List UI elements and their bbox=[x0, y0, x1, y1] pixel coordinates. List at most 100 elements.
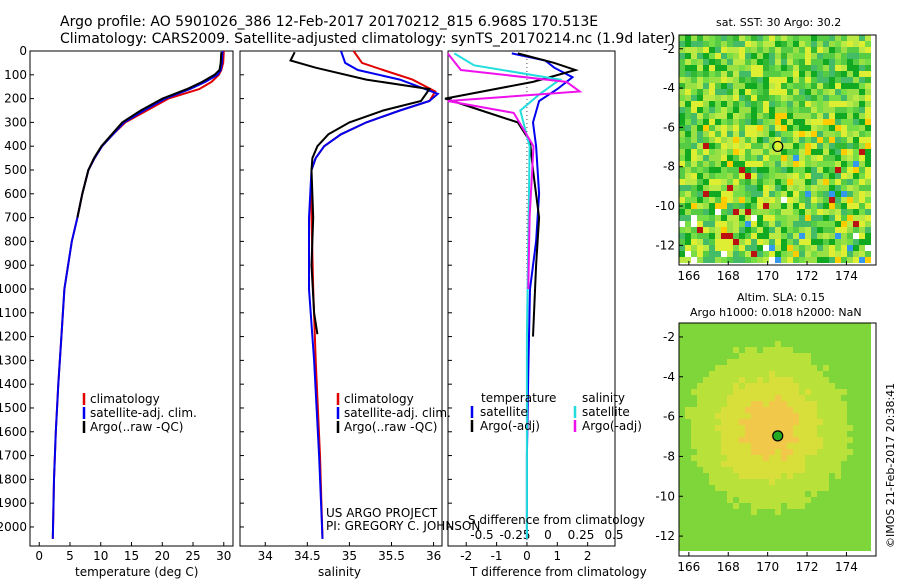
map-cell bbox=[691, 425, 697, 431]
map-cell bbox=[703, 179, 709, 185]
map-cell bbox=[775, 509, 781, 515]
map-cell bbox=[691, 179, 697, 185]
map-cell bbox=[733, 401, 739, 407]
salinity-axis-title: salinity bbox=[318, 565, 361, 579]
map-cell bbox=[691, 233, 697, 239]
map-cell bbox=[685, 59, 691, 65]
map-cell bbox=[817, 209, 823, 215]
map-cell bbox=[715, 101, 721, 107]
map-cell bbox=[841, 173, 847, 179]
map-cell bbox=[847, 455, 853, 461]
map-cell bbox=[793, 233, 799, 239]
map-cell bbox=[847, 59, 853, 65]
map-cell bbox=[865, 539, 871, 545]
map-cell bbox=[727, 203, 733, 209]
map-cell bbox=[763, 461, 769, 467]
map-cell bbox=[721, 473, 727, 479]
map-cell bbox=[841, 185, 847, 191]
map-cell bbox=[865, 101, 871, 107]
map-cell bbox=[859, 203, 865, 209]
map-cell bbox=[715, 521, 721, 527]
map-cell bbox=[715, 251, 721, 257]
map-cell bbox=[817, 497, 823, 503]
map-cell bbox=[781, 227, 787, 233]
map-cell bbox=[823, 335, 829, 341]
map-cell bbox=[799, 449, 805, 455]
map-cell bbox=[829, 125, 835, 131]
map-cell bbox=[751, 497, 757, 503]
map-cell bbox=[757, 59, 763, 65]
map-cell bbox=[751, 455, 757, 461]
map-cell bbox=[841, 83, 847, 89]
map-cell bbox=[685, 179, 691, 185]
map-cell bbox=[703, 395, 709, 401]
map-cell bbox=[859, 101, 865, 107]
map-cell bbox=[835, 53, 841, 59]
map-cell bbox=[739, 503, 745, 509]
map-cell bbox=[739, 191, 745, 197]
map-cell bbox=[775, 533, 781, 539]
map-cell bbox=[781, 413, 787, 419]
map-cell bbox=[793, 479, 799, 485]
x-tick-label: 10 bbox=[93, 549, 108, 563]
map-cell bbox=[715, 191, 721, 197]
map-cell bbox=[781, 473, 787, 479]
map-cell bbox=[733, 239, 739, 245]
map-cell bbox=[859, 53, 865, 59]
map-cell bbox=[859, 155, 865, 161]
map-cell bbox=[841, 377, 847, 383]
map-cell bbox=[829, 227, 835, 233]
map-cell bbox=[739, 245, 745, 251]
map-cell bbox=[781, 371, 787, 377]
map-cell bbox=[685, 515, 691, 521]
map-cell bbox=[685, 359, 691, 365]
map-cell bbox=[745, 539, 751, 545]
map-cell bbox=[703, 527, 709, 533]
map-cell bbox=[811, 203, 817, 209]
map-cell bbox=[751, 221, 757, 227]
map-cell bbox=[745, 59, 751, 65]
map-cell bbox=[727, 41, 733, 47]
map-cell bbox=[859, 113, 865, 119]
map-cell bbox=[745, 227, 751, 233]
map-cell bbox=[679, 467, 685, 473]
map-cell bbox=[847, 161, 853, 167]
map-cell bbox=[775, 65, 781, 71]
map-cell bbox=[847, 233, 853, 239]
map-cell bbox=[811, 83, 817, 89]
map-cell bbox=[757, 401, 763, 407]
map-cell bbox=[739, 449, 745, 455]
map-cell bbox=[817, 539, 823, 545]
map-cell bbox=[691, 83, 697, 89]
map-cell bbox=[745, 353, 751, 359]
map-cell bbox=[811, 119, 817, 125]
map-cell bbox=[763, 371, 769, 377]
map-cell bbox=[709, 155, 715, 161]
map-cell bbox=[853, 467, 859, 473]
map-cell bbox=[685, 371, 691, 377]
map-cell bbox=[781, 527, 787, 533]
map-cell bbox=[763, 131, 769, 137]
map-cell bbox=[685, 329, 691, 335]
map-cell bbox=[775, 215, 781, 221]
map-cell bbox=[787, 431, 793, 437]
map-cell bbox=[769, 167, 775, 173]
map-cell bbox=[715, 257, 721, 263]
map-cell bbox=[775, 347, 781, 353]
map-cell bbox=[841, 65, 847, 71]
map-cell bbox=[841, 77, 847, 83]
map-cell bbox=[787, 161, 793, 167]
map-cell bbox=[775, 95, 781, 101]
map-cell bbox=[775, 413, 781, 419]
map-cell bbox=[745, 383, 751, 389]
map-cell bbox=[715, 209, 721, 215]
map-cell bbox=[787, 521, 793, 527]
map-cell bbox=[775, 191, 781, 197]
map-cell bbox=[751, 335, 757, 341]
map-cell bbox=[781, 359, 787, 365]
map-cell bbox=[679, 191, 685, 197]
map-cell bbox=[793, 155, 799, 161]
map-cell bbox=[763, 101, 769, 107]
map-cell bbox=[721, 221, 727, 227]
map-cell bbox=[715, 491, 721, 497]
